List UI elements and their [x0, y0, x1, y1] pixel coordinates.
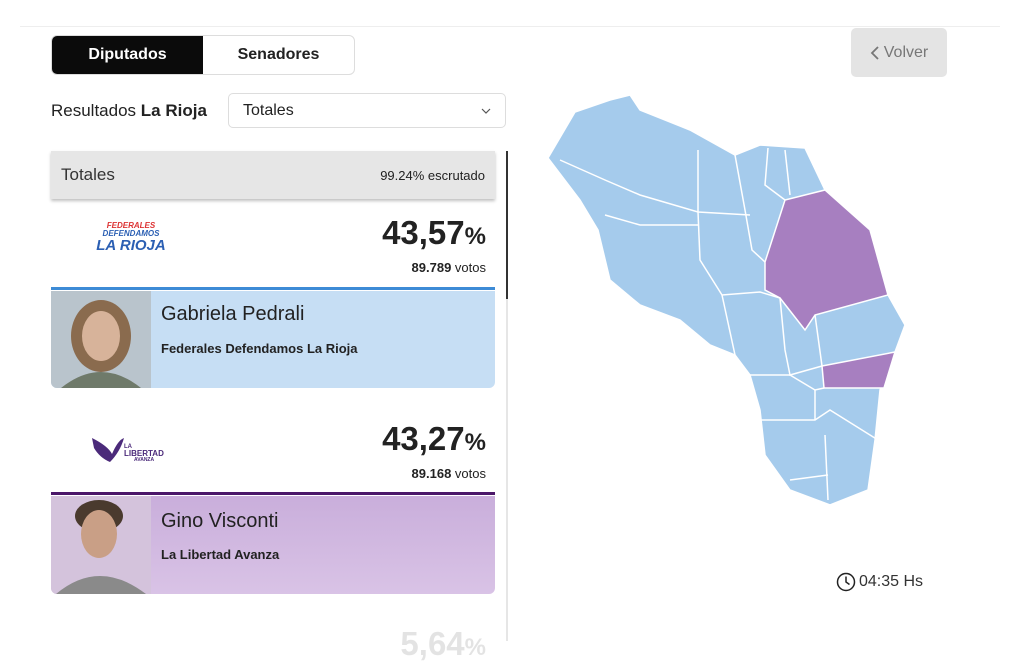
party-logo: LA LIBERTAD AVANZA [90, 432, 170, 468]
candidate-card: Gabriela Pedrali Federales Defendamos La… [51, 291, 495, 388]
votes: 89.789 votos [412, 260, 486, 275]
counted: 99.24% escrutado [380, 167, 485, 183]
party-name: La Libertad Avanza [161, 547, 280, 562]
scrollbar-track [506, 151, 508, 641]
percent: 5,64% [400, 625, 486, 663]
dropdown-value: Totales [243, 101, 294, 119]
department-borders [559, 147, 879, 501]
percent: 43,27% [382, 420, 486, 458]
votes-unit: votos [454, 260, 486, 275]
province-map [547, 94, 906, 506]
dropdown-caret [481, 108, 491, 114]
scope-dropdown[interactable]: Totales [228, 93, 506, 128]
logo-line: FEDERALES [106, 221, 156, 230]
party-name: Federales Defendamos La Rioja [161, 341, 358, 356]
percent-sign: % [464, 223, 486, 250]
party-logo: FEDERALES DEFENDAMOS LA RIOJA [96, 221, 166, 254]
percent-value: 43,27 [382, 420, 465, 457]
filter-text: Resultados [51, 101, 137, 120]
logo-line: DEFENDAMOS [102, 229, 160, 238]
logo-line: LA [124, 444, 132, 450]
back-label: Volver [883, 43, 929, 61]
candidate-photo [51, 496, 151, 594]
page: Resultados La Rioja {"tabs": ["Diputados… [20, 26, 1000, 662]
chevron-icon [870, 45, 879, 60]
votes-value: 89.168 [411, 466, 452, 481]
update-time: 04:35 Hs [836, 572, 923, 592]
logo-line: LIBERTAD [124, 449, 164, 458]
department-region [821, 351, 897, 389]
candidate-photo [51, 291, 151, 388]
logo-line: LA RIOJA [96, 237, 166, 254]
percent-value: 5,64 [400, 625, 465, 662]
percent-sign: % [464, 429, 486, 456]
candidate-card: Gino Visconti La Libertad Avanza [51, 496, 495, 594]
department-region [764, 189, 889, 332]
scrollbar-thumb [506, 151, 508, 299]
candidate-name: Gino Visconti [161, 510, 279, 532]
summary-title: Totales [61, 165, 115, 184]
back-button[interactable]: Volver [851, 28, 947, 77]
percent-sign: % [464, 634, 486, 661]
clock-icon [836, 572, 856, 592]
top-divider [20, 26, 1000, 27]
percent-value: 43,57 [382, 214, 465, 251]
chamber-tabs: Diputados Senadores [51, 35, 355, 75]
votes-value: 89.789 [411, 260, 452, 275]
votes: 89.168 votos [412, 466, 486, 481]
results-page: Diputados Senadores Volver Resultados La… [20, 26, 1000, 662]
summary-bar: Totales 99.24% escrutado [51, 151, 495, 199]
percent: 43,57% [382, 214, 486, 252]
time-text: 04:35 Hs [859, 573, 924, 590]
tab-diputados[interactable]: Diputados [52, 36, 203, 74]
candidate-name: Gabriela Pedrali [161, 303, 305, 325]
votes-unit: votos [454, 466, 486, 481]
logo-eagle [92, 438, 124, 462]
logo-line: AVANZA [134, 457, 155, 463]
tab-senadores[interactable]: Senadores [237, 46, 320, 63]
party-color-bar [51, 287, 495, 290]
filter-label: Resultados La Rioja [51, 101, 207, 121]
province: La Rioja [140, 101, 207, 120]
party-color-bar [51, 492, 495, 495]
